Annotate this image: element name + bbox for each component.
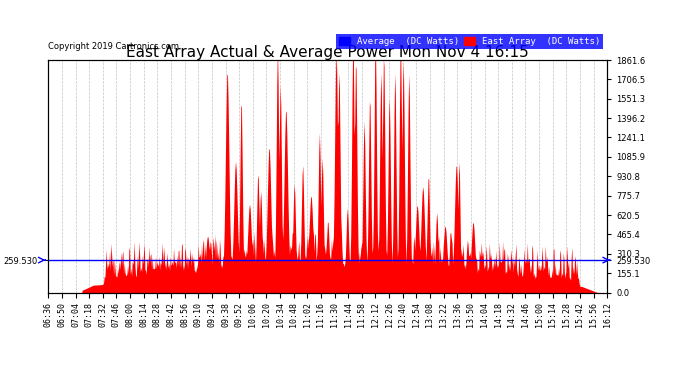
- Legend: Average  (DC Watts), East Array  (DC Watts): Average (DC Watts), East Array (DC Watts…: [336, 34, 602, 49]
- Title: East Array Actual & Average Power Mon Nov 4 16:15: East Array Actual & Average Power Mon No…: [126, 45, 529, 60]
- Text: Copyright 2019 Cartronics.com: Copyright 2019 Cartronics.com: [48, 42, 179, 51]
